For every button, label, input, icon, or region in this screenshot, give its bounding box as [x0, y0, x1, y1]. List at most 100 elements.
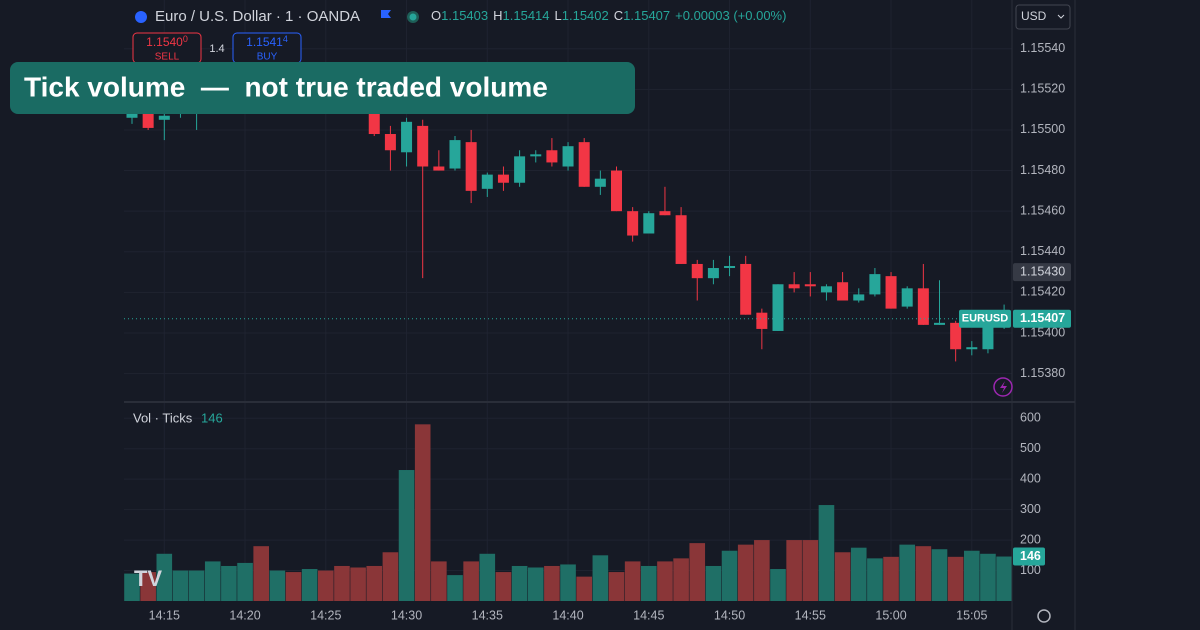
- banner: [10, 62, 635, 114]
- volume-bar: [608, 572, 625, 601]
- candle-body: [820, 286, 832, 293]
- l-label: L: [555, 8, 562, 23]
- candle-body: [788, 284, 800, 289]
- volume-bar: [285, 572, 302, 601]
- volume-bar: [721, 550, 738, 601]
- candle-body: [740, 263, 752, 315]
- y-tick-label: 1.15520: [1020, 82, 1065, 96]
- volume-bar: [447, 575, 463, 601]
- x-tick-label: 14:25: [310, 608, 341, 622]
- candle-body: [934, 322, 945, 325]
- candle-body: [126, 111, 138, 118]
- candle-body: [433, 166, 445, 171]
- volume-bar: [786, 540, 802, 601]
- candle-body: [401, 121, 413, 153]
- buy-price: 1.15414: [246, 34, 288, 49]
- sell-label: SELL: [155, 52, 180, 63]
- volume-bar: [318, 570, 334, 601]
- volume-bar: [754, 540, 770, 601]
- status-dot: [409, 13, 417, 21]
- volume-bar: [996, 556, 1012, 601]
- volume-bar: [689, 543, 706, 601]
- x-tick-label: 15:05: [956, 608, 987, 622]
- volume-bar: [980, 553, 996, 601]
- candle-body: [643, 213, 655, 234]
- symbol-title: Euro / U.S. Dollar · 1 · OANDA: [155, 8, 360, 25]
- y-tick-label: 1.15420: [1020, 285, 1065, 299]
- y-tick-label: 400: [1020, 471, 1041, 485]
- l-value: 1.15402: [562, 8, 609, 23]
- y-tick-label: 1.15400: [1020, 325, 1065, 339]
- settings-icon[interactable]: [1037, 609, 1051, 623]
- y-tick-label: 200: [1020, 532, 1041, 546]
- volume-bar: [140, 572, 156, 601]
- volume-bar: [463, 561, 479, 601]
- candle-body: [417, 125, 429, 167]
- volume-bar: [237, 562, 253, 601]
- volume-bar: [964, 550, 980, 601]
- volume-bar: [156, 553, 173, 601]
- candle-body: [530, 154, 542, 157]
- y-tick-label: 1.15440: [1020, 244, 1065, 258]
- volume-bar: [188, 570, 205, 601]
- symbol-badge: [959, 309, 1011, 328]
- change: +0.00003 (+0.00%): [675, 8, 786, 23]
- x-tick-label: 14:50: [714, 608, 745, 622]
- volume-bar: [382, 552, 399, 601]
- volume-bar: [737, 544, 754, 601]
- flag-icon: [381, 10, 391, 18]
- sell-price-sup: 0: [183, 34, 188, 44]
- ohlc: O1.15403 H1.15414 L1.15402 C1.15407 +0.00003…: [431, 8, 786, 23]
- volume-bar: [527, 567, 544, 601]
- volume-bar: [576, 576, 592, 601]
- volume-bar: [431, 561, 447, 601]
- volume-bar: [301, 569, 318, 601]
- volume-bar: [221, 565, 237, 601]
- volume-bar: [899, 544, 915, 601]
- x-tick-label: 14:15: [149, 608, 180, 622]
- volume-bar: [334, 565, 350, 601]
- volume-bar: [931, 549, 948, 601]
- candle-body: [885, 276, 897, 309]
- c-label: C: [614, 8, 623, 23]
- x-tick-label: 14:35: [472, 608, 503, 622]
- y-tick-label: 1.15480: [1020, 163, 1065, 177]
- volume-bar: [947, 556, 964, 601]
- o-value: 1.15403: [441, 8, 488, 23]
- lightning: [1000, 381, 1007, 393]
- x-tick-label: 15:00: [875, 608, 906, 622]
- buy-price-main: 1.1541: [246, 35, 283, 49]
- volume-title: Vol · Ticks: [133, 410, 193, 425]
- candle-body: [675, 215, 687, 264]
- symbol-icon: [135, 11, 147, 23]
- sell-price: 1.15400: [146, 34, 188, 49]
- volume-bar: [705, 565, 722, 601]
- volume-bar: [915, 546, 932, 601]
- logo: TV: [134, 566, 162, 591]
- candle-body: [627, 211, 639, 236]
- candle-body: [804, 284, 816, 287]
- candle-body: [562, 146, 574, 167]
- volume-bar: [592, 555, 609, 601]
- candle-body: [982, 324, 994, 350]
- candle-body: [449, 140, 461, 169]
- volume-bar: [479, 553, 496, 601]
- currency-select[interactable]: [1015, 4, 1071, 30]
- currency: USD: [1021, 9, 1047, 23]
- y-tick-label: 500: [1020, 441, 1041, 455]
- candle-body: [901, 288, 913, 307]
- candle-body: [659, 211, 671, 216]
- volume-bar: [495, 572, 512, 601]
- candle-body: [611, 170, 622, 212]
- y-tick-label: 100: [1020, 563, 1041, 577]
- crosshair-badge: [1013, 263, 1071, 282]
- lightning-icon[interactable]: [993, 377, 1013, 397]
- candle-body: [724, 265, 736, 269]
- volume-bar: [834, 552, 851, 601]
- volume-bar: [124, 573, 140, 601]
- volume-bar: [818, 505, 835, 601]
- volume-bar: [850, 547, 867, 601]
- y-tick-label: 300: [1020, 502, 1041, 516]
- y-tick-label: 600: [1020, 411, 1041, 425]
- candle-body: [950, 322, 962, 350]
